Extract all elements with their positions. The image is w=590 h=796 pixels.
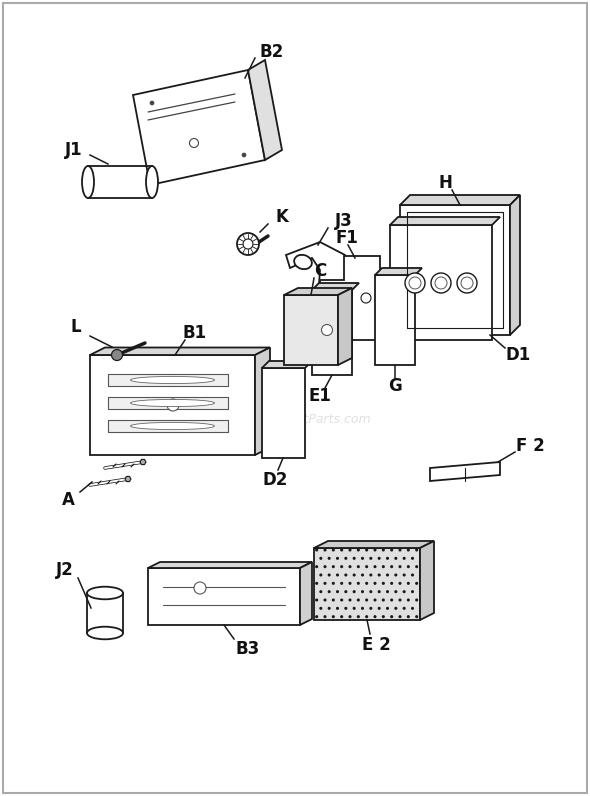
Polygon shape	[286, 242, 355, 322]
Text: L: L	[71, 318, 81, 336]
Polygon shape	[338, 288, 352, 365]
Text: D1: D1	[506, 346, 530, 364]
Polygon shape	[148, 568, 300, 625]
Ellipse shape	[409, 277, 421, 289]
Ellipse shape	[322, 325, 333, 335]
Ellipse shape	[130, 400, 215, 407]
Text: B1: B1	[183, 324, 207, 342]
Polygon shape	[390, 217, 500, 225]
Text: D2: D2	[263, 471, 288, 489]
Polygon shape	[108, 374, 228, 386]
Text: H: H	[438, 174, 452, 192]
Ellipse shape	[243, 239, 253, 249]
Polygon shape	[90, 355, 255, 455]
Ellipse shape	[435, 277, 447, 289]
Ellipse shape	[150, 101, 154, 105]
Ellipse shape	[321, 313, 337, 325]
Polygon shape	[284, 288, 352, 295]
Polygon shape	[140, 459, 146, 465]
Polygon shape	[255, 348, 270, 455]
Text: E 2: E 2	[362, 636, 391, 654]
Polygon shape	[108, 420, 228, 432]
Ellipse shape	[130, 377, 215, 384]
Text: K: K	[276, 208, 289, 226]
Ellipse shape	[112, 349, 123, 361]
Ellipse shape	[87, 587, 123, 599]
Ellipse shape	[194, 582, 206, 594]
Text: G: G	[388, 377, 402, 395]
Polygon shape	[390, 225, 492, 340]
Polygon shape	[320, 256, 404, 340]
Polygon shape	[510, 195, 520, 335]
Ellipse shape	[237, 233, 259, 255]
Text: B3: B3	[236, 640, 260, 658]
Polygon shape	[133, 70, 265, 185]
Ellipse shape	[189, 139, 198, 147]
Polygon shape	[108, 397, 228, 409]
Polygon shape	[400, 195, 520, 205]
Text: J3: J3	[335, 212, 353, 230]
Polygon shape	[375, 268, 422, 275]
Polygon shape	[312, 283, 359, 290]
Polygon shape	[90, 348, 270, 355]
Polygon shape	[400, 205, 510, 335]
Polygon shape	[148, 562, 312, 568]
Ellipse shape	[82, 166, 94, 198]
Ellipse shape	[405, 273, 425, 293]
Polygon shape	[125, 476, 131, 482]
Ellipse shape	[87, 626, 123, 639]
Ellipse shape	[242, 153, 246, 157]
Text: E1: E1	[309, 387, 332, 405]
Polygon shape	[262, 361, 312, 368]
Ellipse shape	[130, 423, 215, 430]
Polygon shape	[248, 60, 282, 160]
Text: F 2: F 2	[516, 437, 545, 455]
Polygon shape	[314, 548, 420, 620]
Polygon shape	[430, 462, 500, 481]
Polygon shape	[375, 275, 415, 365]
Polygon shape	[312, 290, 352, 375]
Text: eReplacementParts.com: eReplacementParts.com	[219, 413, 371, 427]
Ellipse shape	[361, 293, 371, 303]
Polygon shape	[300, 562, 312, 625]
Polygon shape	[314, 541, 434, 548]
Ellipse shape	[294, 255, 312, 269]
Text: B2: B2	[260, 43, 284, 61]
Polygon shape	[420, 541, 434, 620]
Text: C: C	[314, 262, 326, 280]
Polygon shape	[262, 368, 305, 458]
Text: F1: F1	[336, 229, 359, 247]
Ellipse shape	[461, 277, 473, 289]
Polygon shape	[284, 295, 338, 365]
Ellipse shape	[457, 273, 477, 293]
Ellipse shape	[431, 273, 451, 293]
Text: J1: J1	[65, 141, 83, 159]
Text: J2: J2	[56, 561, 74, 579]
Ellipse shape	[167, 399, 179, 411]
Ellipse shape	[146, 166, 158, 198]
Text: A: A	[61, 491, 74, 509]
